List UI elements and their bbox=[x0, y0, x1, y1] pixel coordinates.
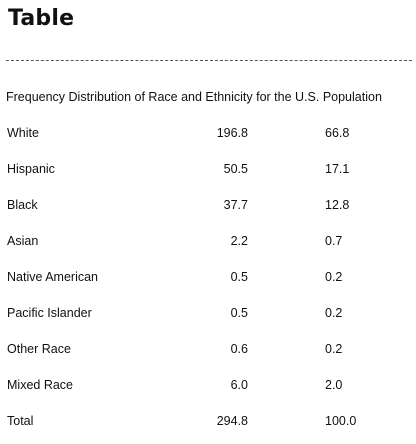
row-label: Hispanic bbox=[7, 162, 55, 176]
row-count: 2.2 bbox=[230, 234, 248, 248]
row-percent: 17.1 bbox=[325, 162, 350, 176]
row-count: 294.8 bbox=[216, 414, 248, 428]
row-label: White bbox=[7, 126, 39, 140]
row-count: 0.6 bbox=[230, 342, 248, 356]
table-row: Pacific Islander 0.5 0.2 bbox=[0, 300, 416, 336]
row-label: Mixed Race bbox=[7, 378, 73, 392]
row-percent: 0.7 bbox=[325, 234, 343, 248]
row-label: Asian bbox=[7, 234, 39, 248]
row-count: 196.8 bbox=[216, 126, 248, 140]
table-row: White 196.8 66.8 bbox=[0, 120, 416, 156]
row-label: Pacific Islander bbox=[7, 306, 92, 320]
row-count: 6.0 bbox=[230, 378, 248, 392]
dashed-divider bbox=[6, 60, 412, 61]
table-row: Hispanic 50.5 17.1 bbox=[0, 156, 416, 192]
table-row: Mixed Race 6.0 2.0 bbox=[0, 372, 416, 408]
row-percent: 0.2 bbox=[325, 270, 343, 284]
frequency-table: White 196.8 66.8 Hispanic 50.5 17.1 Blac… bbox=[0, 120, 416, 444]
row-label: Total bbox=[7, 414, 34, 428]
row-count: 0.5 bbox=[230, 270, 248, 284]
row-count: 0.5 bbox=[230, 306, 248, 320]
table-row: Other Race 0.6 0.2 bbox=[0, 336, 416, 372]
table-caption: Frequency Distribution of Race and Ethni… bbox=[6, 90, 382, 104]
table-row: Black 37.7 12.8 bbox=[0, 192, 416, 228]
table-row: Asian 2.2 0.7 bbox=[0, 228, 416, 264]
row-percent: 0.2 bbox=[325, 342, 343, 356]
row-label: Native American bbox=[7, 270, 99, 284]
table-row: Native American 0.5 0.2 bbox=[0, 264, 416, 300]
row-count: 50.5 bbox=[223, 162, 248, 176]
row-percent: 66.8 bbox=[325, 126, 350, 140]
row-percent: 2.0 bbox=[325, 378, 343, 392]
row-label: Other Race bbox=[7, 342, 71, 356]
row-percent: 100.0 bbox=[325, 414, 357, 428]
table-row-total: Total 294.8 100.0 bbox=[0, 408, 416, 444]
row-count: 37.7 bbox=[223, 198, 248, 212]
row-label: Black bbox=[7, 198, 38, 212]
page-title: Table bbox=[8, 6, 75, 31]
row-percent: 0.2 bbox=[325, 306, 343, 320]
row-percent: 12.8 bbox=[325, 198, 350, 212]
